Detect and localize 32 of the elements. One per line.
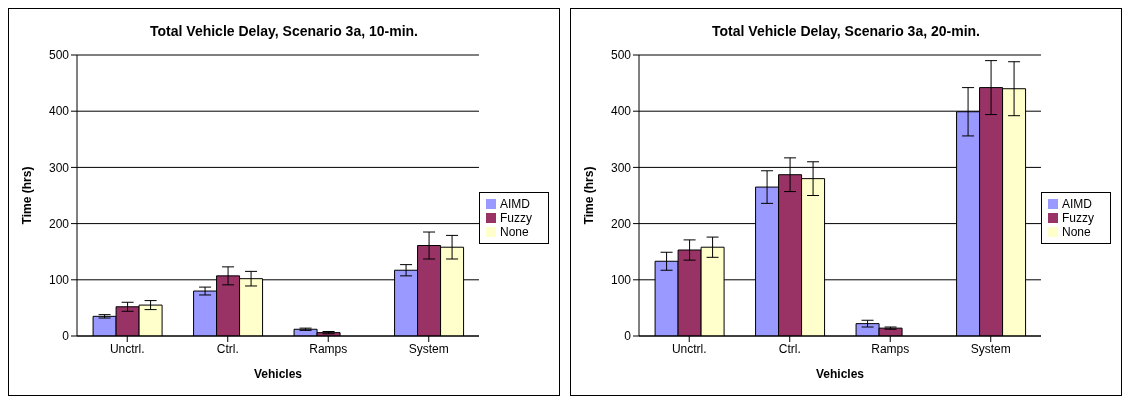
chart-title: Total Vehicle Delay, Scenario 3a, 10-min.	[149, 23, 419, 39]
y-tick-label: 200	[48, 216, 70, 231]
y-tick-label: 400	[610, 104, 632, 119]
x-tick-label: Unctrl.	[671, 341, 707, 356]
x-tick-label: Ctrl.	[778, 341, 801, 356]
y-axis-title: Time (hrs)	[582, 166, 597, 225]
y-tick-label: 300	[48, 160, 70, 175]
legend-label: Fuzzy	[499, 210, 532, 225]
y-tick-label: 200	[610, 216, 632, 231]
y-tick-label: 0	[62, 329, 70, 344]
y-tick-label: 300	[610, 160, 632, 175]
y-tick-label: 100	[48, 273, 70, 288]
x-tick-label: Unctrl.	[109, 341, 145, 356]
y-axis-title: Time (hrs)	[20, 166, 35, 225]
x-tick-label: System	[408, 341, 449, 356]
chart-title: Total Vehicle Delay, Scenario 3a, 20-min.	[711, 23, 981, 39]
legend-label: Fuzzy	[1061, 210, 1094, 225]
y-tick-label: 0	[624, 329, 632, 344]
x-tick-label: Ramps	[871, 341, 910, 356]
y-tick-label: 500	[610, 48, 632, 63]
legend-label: None	[499, 224, 529, 239]
y-tick-label: 500	[48, 48, 70, 63]
x-axis-title: Vehicles	[815, 367, 865, 381]
x-tick-label: Ramps	[309, 341, 348, 356]
legend-label: None	[1061, 224, 1091, 239]
x-axis-title: Vehicles	[253, 367, 303, 381]
legend-label: AIMD	[499, 196, 530, 211]
x-tick-label: Ctrl.	[216, 341, 239, 356]
y-tick-label: 400	[48, 104, 70, 119]
y-tick-label: 100	[610, 273, 632, 288]
legend-label: AIMD	[1061, 196, 1092, 211]
x-tick-label: System	[970, 341, 1011, 356]
